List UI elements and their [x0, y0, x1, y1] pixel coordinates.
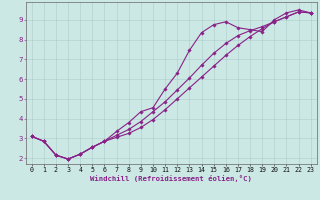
X-axis label: Windchill (Refroidissement éolien,°C): Windchill (Refroidissement éolien,°C): [90, 175, 252, 182]
